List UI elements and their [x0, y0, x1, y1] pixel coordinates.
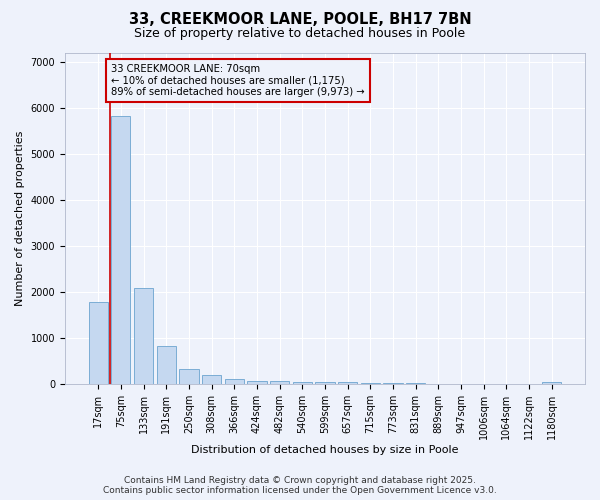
Bar — [89, 302, 108, 384]
Text: Size of property relative to detached houses in Poole: Size of property relative to detached ho… — [134, 28, 466, 40]
Bar — [316, 382, 335, 384]
Bar — [202, 375, 221, 384]
Text: 33, CREEKMOOR LANE, POOLE, BH17 7BN: 33, CREEKMOOR LANE, POOLE, BH17 7BN — [128, 12, 472, 28]
Bar — [270, 381, 289, 384]
Bar — [542, 382, 562, 384]
Bar — [247, 380, 266, 384]
Text: Contains HM Land Registry data © Crown copyright and database right 2025.
Contai: Contains HM Land Registry data © Crown c… — [103, 476, 497, 495]
Bar — [293, 382, 312, 384]
Y-axis label: Number of detached properties: Number of detached properties — [15, 130, 25, 306]
Bar — [134, 288, 153, 384]
Bar — [224, 379, 244, 384]
Bar — [157, 346, 176, 384]
Bar — [338, 382, 357, 384]
Text: 33 CREEKMOOR LANE: 70sqm
← 10% of detached houses are smaller (1,175)
89% of sem: 33 CREEKMOOR LANE: 70sqm ← 10% of detach… — [112, 64, 365, 97]
Bar — [383, 383, 403, 384]
X-axis label: Distribution of detached houses by size in Poole: Distribution of detached houses by size … — [191, 445, 459, 455]
Bar — [111, 116, 130, 384]
Bar — [361, 383, 380, 384]
Bar — [179, 368, 199, 384]
